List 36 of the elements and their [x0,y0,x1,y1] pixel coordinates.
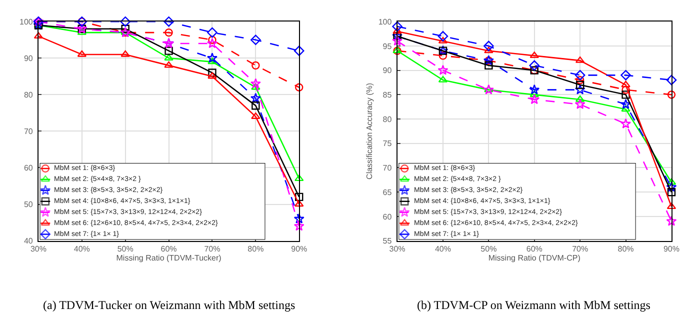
y-tick-label: 70 [382,164,392,173]
y-tick-label: 90 [24,54,34,63]
x-tick-label: 70% [204,244,220,254]
y-tick-label: 85 [382,90,392,100]
y-tick-label: 60 [382,212,392,222]
y-tick-label: 100 [20,17,34,26]
y-tick-label: 60 [24,164,34,173]
y-tick-label: 80 [382,114,392,124]
x-tick-label: 60% [160,244,177,254]
x-tick-label: 90% [291,244,308,254]
x-tick-label: 30% [30,244,46,254]
x-tick-label: 40% [434,244,451,254]
y-axis-title: Classification Accuracy (%) [365,82,374,180]
x-axis-title: Missing Ratio (TDVM-Tucker) [116,254,222,262]
x-tick-label: 50% [117,244,134,254]
x-tick-label: 30% [389,244,406,254]
x-tick-label: 40% [74,244,90,254]
x-tick-label: 50% [480,244,497,254]
y-tick-label: 50 [24,200,34,210]
x-tick-label: 70% [572,244,588,254]
text: (b) TDVM-CP on Weizmann with MbM settings [417,298,651,312]
x-axis-title: Missing Ratio (TDVM-CP) [488,254,581,262]
x-tick-label: 80% [248,244,264,254]
y-tick-label: 100 [378,17,392,26]
y-tick-label: 65 [382,188,392,197]
y-tick-label: 80 [24,90,34,100]
y-tick-label: 75 [382,139,392,148]
text: (a) TDVM-Tucker on Weizmann with MbM settings [43,298,296,312]
y-tick-label: 90 [382,66,392,76]
x-tick-label: 60% [526,244,542,254]
x-tick-label: 80% [618,244,634,254]
y-tick-label: 70 [24,127,34,136]
y-tick-label: 55 [382,236,392,246]
y-tick-label: 40 [24,236,34,246]
y-tick-label: 95 [382,42,392,51]
x-tick-label: 90% [663,244,680,254]
